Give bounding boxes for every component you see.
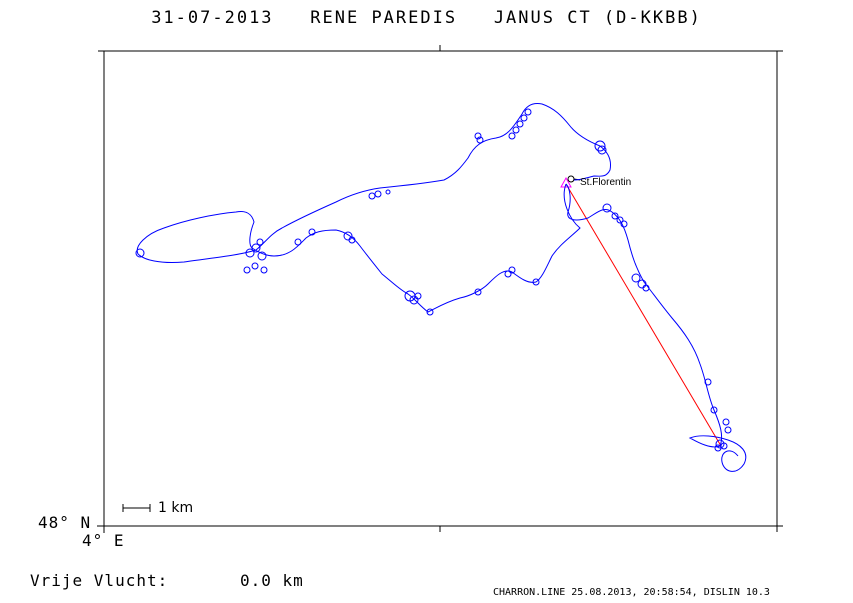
scale-label: 1 km [158, 500, 194, 516]
start-marker [560, 176, 572, 188]
map-frame [103, 50, 778, 527]
latitude-label: 48° N [38, 513, 92, 532]
pilot-name: RENE PAREDIS [310, 8, 458, 28]
longitude-label: 4° E [82, 531, 125, 550]
free-flight-value: 0.0 km [240, 571, 304, 590]
scale-bar [122, 504, 151, 512]
place-marker [567, 175, 575, 183]
flight-track [136, 103, 747, 472]
free-flight-result: Vrije Vlucht: 0.0 km [30, 571, 304, 590]
map-title: 31-07-2013 RENE PAREDIS JANUS CT (D-KKBB… [0, 8, 853, 28]
glider-name: JANUS CT (D-KKBB) [493, 8, 702, 28]
task-line [565, 183, 722, 447]
footer-info: CHARRON.LINE 25.08.2013, 20:58:54, DISLI… [493, 587, 770, 598]
flight-date: 31-07-2013 [151, 8, 274, 28]
free-flight-label: Vrije Vlucht: [30, 571, 169, 590]
thermal-circles [135, 108, 732, 452]
place-label-st-florentin: St.Florentin [580, 177, 632, 188]
frame-ticks [97, 45, 783, 533]
